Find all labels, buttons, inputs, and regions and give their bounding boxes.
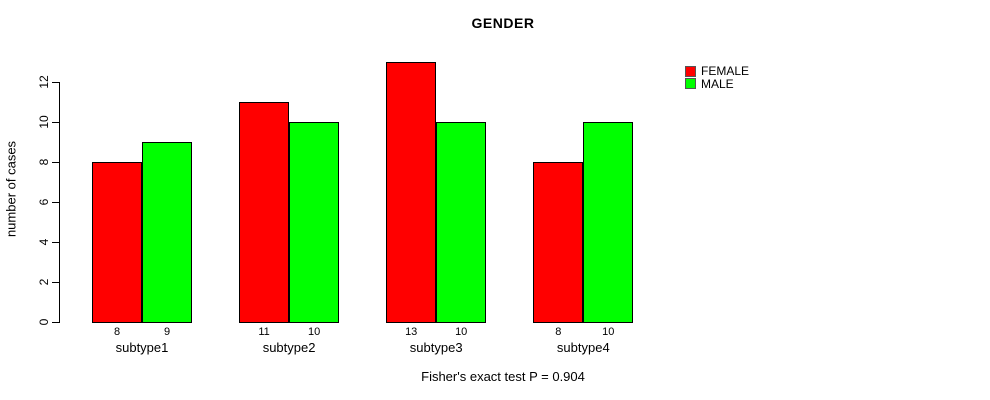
- bar-subtype4-female: [533, 162, 584, 323]
- y-tick-mark: [52, 81, 59, 83]
- category-label-subtype1: subtype1: [115, 340, 169, 355]
- bar-value-label-subtype2-female: 11: [258, 326, 270, 338]
- bar-value-label-subtype1-male: 9: [163, 326, 171, 338]
- y-tick-label: 10: [37, 115, 51, 129]
- legend-label-male: MALE: [701, 76, 734, 91]
- legend-row-male: MALE: [685, 78, 749, 91]
- y-tick-label: 4: [37, 238, 51, 246]
- chart-title: GENDER: [471, 15, 535, 31]
- y-axis-label: number of cases: [3, 140, 19, 238]
- bar-value-label-subtype3-male: 10: [455, 326, 468, 338]
- bar-value-label-subtype1-female: 8: [113, 326, 121, 338]
- y-tick-label: 6: [37, 198, 51, 206]
- y-tick-mark: [52, 121, 59, 123]
- y-axis-line: [59, 82, 60, 323]
- female-color-swatch: [685, 65, 696, 77]
- y-tick-label: 0: [37, 318, 51, 326]
- bar-subtype2-female: [239, 102, 290, 323]
- bar-subtype2-male: [289, 122, 340, 323]
- bar-value-label-subtype3-female: 13: [405, 326, 418, 338]
- category-label-subtype3: subtype3: [409, 340, 463, 355]
- bar-value-label-subtype4-female: 8: [555, 326, 562, 338]
- bar-value-label-subtype2-male: 10: [307, 326, 321, 338]
- y-tick-mark: [52, 321, 59, 323]
- bar-value-label-subtype4-male: 10: [602, 326, 615, 338]
- bar-subtype3-male: [436, 122, 487, 323]
- bar-subtype4-male: [583, 122, 634, 323]
- caption: Fisher's exact test P = 0.904: [421, 369, 585, 384]
- y-tick-label: 12: [37, 75, 51, 89]
- y-tick-mark: [52, 241, 59, 243]
- y-tick-label: 2: [37, 278, 51, 286]
- y-tick-label: 8: [37, 158, 51, 166]
- y-tick-mark: [52, 201, 59, 203]
- y-tick-mark: [52, 161, 59, 163]
- bar-subtype1-male: [142, 142, 192, 323]
- legend: FEMALE MALE: [685, 65, 749, 90]
- category-label-subtype4: subtype4: [556, 340, 610, 355]
- legend-label-female: FEMALE: [701, 64, 750, 79]
- bar-subtype3-female: [386, 62, 437, 323]
- category-label-subtype2: subtype2: [262, 340, 316, 355]
- legend-row-female: FEMALE: [685, 65, 749, 78]
- bar-subtype1-female: [92, 162, 142, 323]
- male-color-swatch: [685, 78, 696, 90]
- y-tick-mark: [52, 281, 59, 283]
